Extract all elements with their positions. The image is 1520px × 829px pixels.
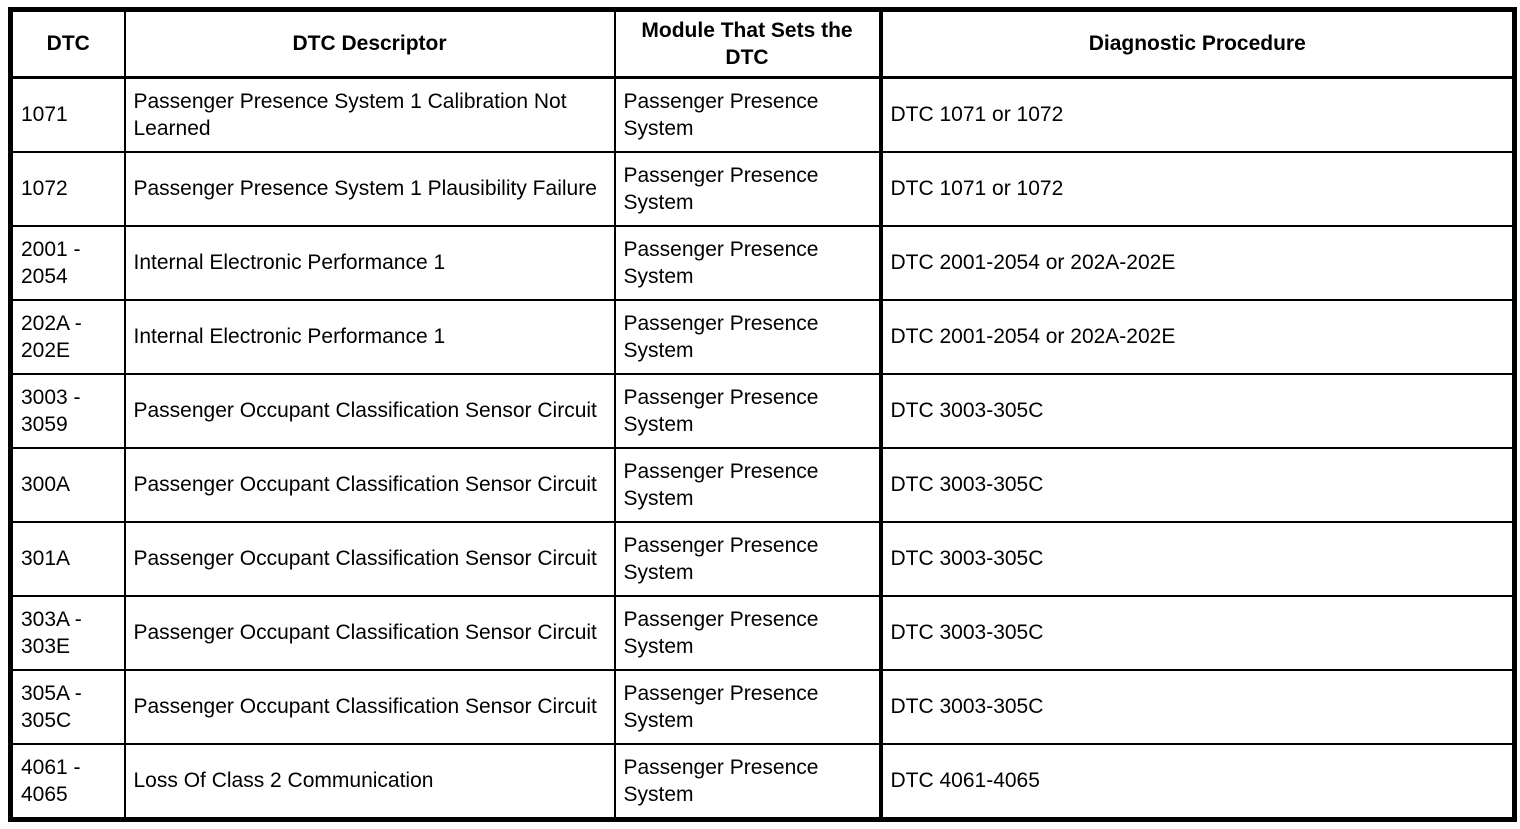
cell-dtc: 4061 - 4065	[9, 743, 126, 821]
cell-module: Passenger Presence System	[613, 595, 883, 671]
cell-module: Passenger Presence System	[613, 669, 883, 745]
header-dtc: DTC	[9, 8, 126, 79]
header-module: Module That Sets the DTC	[613, 8, 883, 79]
cell-module: Passenger Presence System	[613, 225, 883, 301]
table-row: 1072 Passenger Presence System 1 Plausibi…	[9, 151, 1516, 227]
cell-descriptor: Passenger Occupant Classification Sensor…	[123, 669, 616, 745]
cell-descriptor: Loss Of Class 2 Communication	[123, 743, 616, 821]
cell-descriptor: Passenger Presence System 1 Calibration …	[123, 76, 616, 153]
cell-dtc: 303A - 303E	[9, 595, 126, 671]
cell-descriptor: Passenger Presence System 1 Plausibility…	[123, 151, 616, 227]
cell-module: Passenger Presence System	[613, 521, 883, 597]
header-dtc-descriptor: DTC Descriptor	[123, 8, 616, 79]
cell-module: Passenger Presence System	[613, 447, 883, 523]
cell-descriptor: Passenger Occupant Classification Sensor…	[123, 521, 616, 597]
dtc-table: DTC DTC Descriptor Module That Sets the …	[8, 7, 1517, 822]
cell-dtc: 305A - 305C	[9, 669, 126, 745]
cell-module: Passenger Presence System	[613, 299, 883, 375]
cell-procedure: DTC 2001-2054 or 202A-202E	[879, 225, 1516, 301]
cell-module: Passenger Presence System	[613, 151, 883, 227]
cell-procedure: DTC 2001-2054 or 202A-202E	[879, 299, 1516, 375]
table-row: 4061 - 4065 Loss Of Class 2 Communication…	[9, 743, 1516, 821]
cell-descriptor: Passenger Occupant Classification Sensor…	[123, 447, 616, 523]
cell-dtc: 202A - 202E	[9, 299, 126, 375]
table-row: 301A Passenger Occupant Classification Se…	[9, 521, 1516, 597]
table-row: 3003 - 3059 Passenger Occupant Classifica…	[9, 373, 1516, 449]
cell-descriptor: Internal Electronic Performance 1	[123, 299, 616, 375]
table-body: 1071 Passenger Presence System 1 Calibrat…	[9, 76, 1516, 821]
cell-dtc: 301A	[9, 521, 126, 597]
cell-dtc: 2001 - 2054	[9, 225, 126, 301]
cell-descriptor: Internal Electronic Performance 1	[123, 225, 616, 301]
table-row: 300A Passenger Occupant Classification Se…	[9, 447, 1516, 523]
cell-procedure: DTC 4061-4065	[879, 743, 1516, 821]
cell-module: Passenger Presence System	[613, 373, 883, 449]
cell-dtc: 1071	[9, 76, 126, 153]
cell-procedure: DTC 3003-305C	[879, 521, 1516, 597]
cell-dtc: 300A	[9, 447, 126, 523]
cell-procedure: DTC 1071 or 1072	[879, 151, 1516, 227]
cell-procedure: DTC 3003-305C	[879, 669, 1516, 745]
header-row: DTC DTC Descriptor Module That Sets the …	[9, 8, 1516, 79]
cell-module: Passenger Presence System	[613, 76, 883, 153]
cell-dtc: 1072	[9, 151, 126, 227]
cell-procedure: DTC 3003-305C	[879, 595, 1516, 671]
cell-descriptor: Passenger Occupant Classification Sensor…	[123, 595, 616, 671]
table-row: 305A - 305C Passenger Occupant Classifica…	[9, 669, 1516, 745]
header-diagnostic-procedure: Diagnostic Procedure	[879, 8, 1516, 79]
cell-procedure: DTC 3003-305C	[879, 447, 1516, 523]
table-row: 202A - 202E Internal Electronic Performan…	[9, 299, 1516, 375]
table-row: 303A - 303E Passenger Occupant Classifica…	[9, 595, 1516, 671]
cell-module: Passenger Presence System	[613, 743, 883, 821]
table-row: 2001 - 2054 Internal Electronic Performan…	[9, 225, 1516, 301]
table-row: 1071 Passenger Presence System 1 Calibrat…	[9, 76, 1516, 153]
cell-procedure: DTC 1071 or 1072	[879, 76, 1516, 153]
cell-procedure: DTC 3003-305C	[879, 373, 1516, 449]
cell-dtc: 3003 - 3059	[9, 373, 126, 449]
table-header: DTC DTC Descriptor Module That Sets the …	[9, 8, 1516, 79]
cell-descriptor: Passenger Occupant Classification Sensor…	[123, 373, 616, 449]
